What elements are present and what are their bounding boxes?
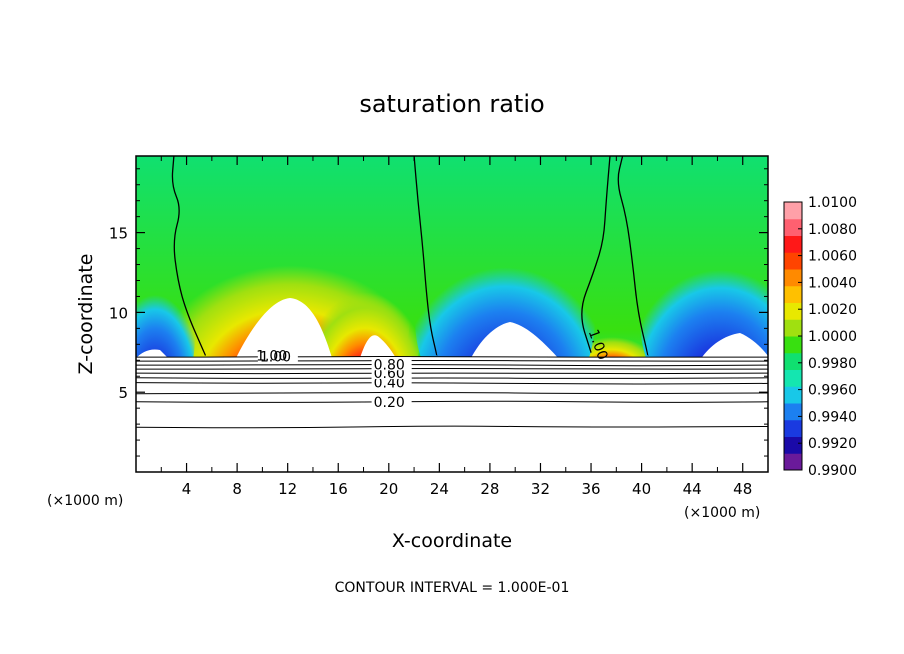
inline-contour-label: 1.00 (256, 348, 287, 364)
ground-region (136, 357, 768, 472)
x-tick-label: 48 (733, 480, 752, 498)
y-axis-label: Z-coordinate (75, 254, 97, 375)
colorbar-segment (784, 269, 802, 287)
colorbar-segment (784, 302, 802, 320)
contour-label-bg (371, 357, 412, 371)
colorbar-tick-label: 0.9940 (808, 409, 857, 425)
x-tick-label: 36 (581, 480, 600, 498)
colorbar-segment (784, 352, 802, 370)
white-bulge-5 (136, 349, 168, 358)
contour-line-unlabeled (136, 391, 768, 395)
colorbar-segment (784, 369, 802, 387)
plot-frame (135, 155, 769, 473)
white-bulge-1 (236, 298, 332, 358)
contour-line-0.60 (136, 372, 768, 375)
x-tick-label: 32 (531, 480, 550, 498)
x-tick-label: 44 (683, 480, 702, 498)
colorbar-segment (784, 419, 802, 437)
colorbar: 0.9900 0.9920 0.9940 0.9960 0.9980 1.0000 1.00… (783, 195, 857, 479)
contour-label-bg (257, 349, 298, 363)
colorbar-tick-label: 0.9900 (808, 463, 857, 479)
white-bulge-4 (700, 333, 768, 360)
contour-line-1.00 (136, 356, 768, 358)
contour-line-unlabeled (136, 377, 768, 379)
x-tick-label: 4 (182, 480, 192, 498)
contour-line-0.80 (136, 364, 768, 367)
contour-line-0.20 (136, 400, 768, 403)
x-tick-label: 40 (632, 480, 651, 498)
x-tick-label: 20 (379, 480, 398, 498)
chart-title: saturation ratio (359, 90, 544, 118)
colorbar-segment (784, 319, 802, 337)
colorbar-tick-label: 1.0100 (808, 195, 857, 211)
colorbar-segment (784, 336, 802, 354)
colorbar-tick-label: 0.9920 (808, 436, 857, 452)
colorbar-segment (784, 436, 802, 454)
contour-label: 0.40 (374, 376, 405, 392)
x-unit-right: (×1000 m) (684, 505, 760, 521)
colorbar-segment (784, 386, 802, 404)
colorbar-segment (784, 285, 802, 303)
colorbar-tick-label: 1.0000 (808, 329, 857, 345)
colorbar-tick-label: 1.0040 (808, 275, 857, 291)
x-unit-left: (×1000 m) (47, 493, 123, 509)
colorbar-segment (784, 218, 802, 236)
x-tick-label: 12 (278, 480, 297, 498)
contour-label-bg (371, 394, 412, 408)
white-bulge-3 (470, 322, 560, 360)
contour-line-vertical (617, 156, 649, 357)
colorbar-tick-label: 1.0080 (808, 222, 857, 238)
contour-line-unlabeled (136, 425, 768, 429)
colorbar-segment (784, 453, 802, 471)
y-tick-label: 15 (109, 225, 128, 243)
contour-label: 0.20 (374, 395, 405, 411)
contour-label: 0.80 (374, 357, 405, 373)
contour-label: 1.00 (260, 349, 291, 365)
contour-interval-note: CONTOUR INTERVAL = 1.000E-01 (335, 580, 570, 596)
contour-line-vertical (413, 156, 438, 357)
colorbar-tick-label: 1.0060 (808, 249, 857, 265)
contour-line-unlabeled (136, 368, 768, 370)
x-tick-label: 16 (329, 480, 348, 498)
x-tick-label: 28 (480, 480, 499, 498)
colorbar-tick-label: 0.9960 (808, 383, 857, 399)
contour-line-0.40 (136, 382, 768, 385)
y-tick-label: 10 (109, 304, 128, 322)
colorbar-tick-label: 0.9980 (808, 356, 857, 372)
colorbar-segment (784, 403, 802, 421)
x-tick-label: 24 (430, 480, 449, 498)
colorbar-segment (784, 202, 802, 220)
x-axis-label: X-coordinate (392, 530, 512, 552)
white-bulge-2 (360, 335, 396, 358)
colorbar-tick-label: 1.0020 (808, 302, 857, 318)
contour-line-vertical (171, 156, 207, 356)
x-tick-label: 8 (232, 480, 242, 498)
plot-area: 0.200.400.600.801.001.00 1.00 (136, 156, 768, 472)
y-tick-label: 5 (118, 384, 128, 402)
colorbar-segment (784, 235, 802, 253)
colorbar-segment (784, 252, 802, 270)
contour-line-vertical (581, 156, 611, 353)
contour-line-unlabeled (136, 360, 768, 362)
